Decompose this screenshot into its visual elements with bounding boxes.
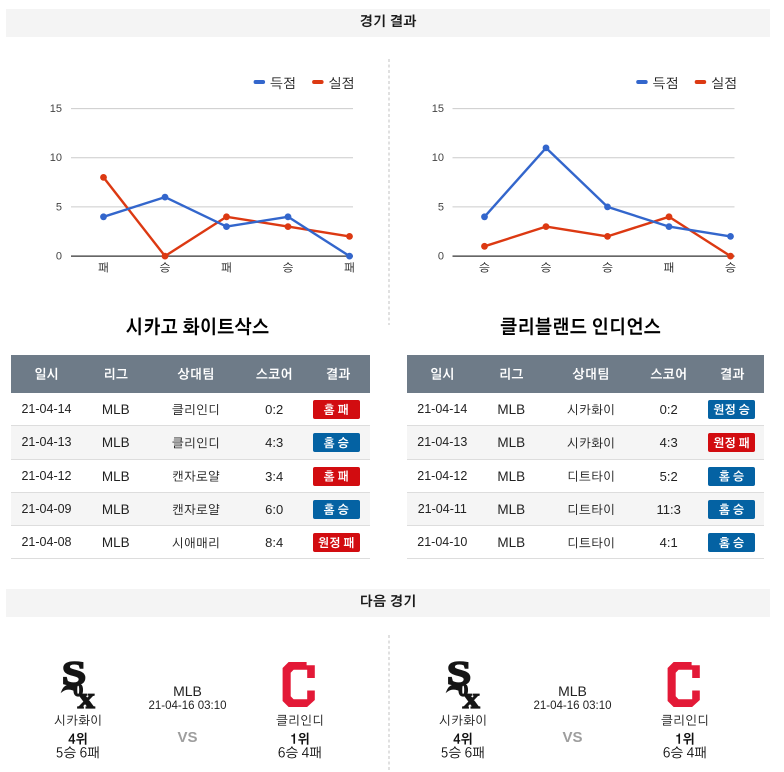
svg-text:10: 10 bbox=[432, 152, 444, 164]
svg-text:15: 15 bbox=[50, 103, 62, 115]
svg-text:15: 15 bbox=[432, 103, 444, 115]
svg-text:5: 5 bbox=[56, 201, 62, 213]
svg-text:0: 0 bbox=[438, 251, 444, 263]
svg-text:0: 0 bbox=[56, 251, 62, 263]
svg-text:10: 10 bbox=[50, 152, 62, 164]
svg-text:5: 5 bbox=[438, 201, 444, 213]
